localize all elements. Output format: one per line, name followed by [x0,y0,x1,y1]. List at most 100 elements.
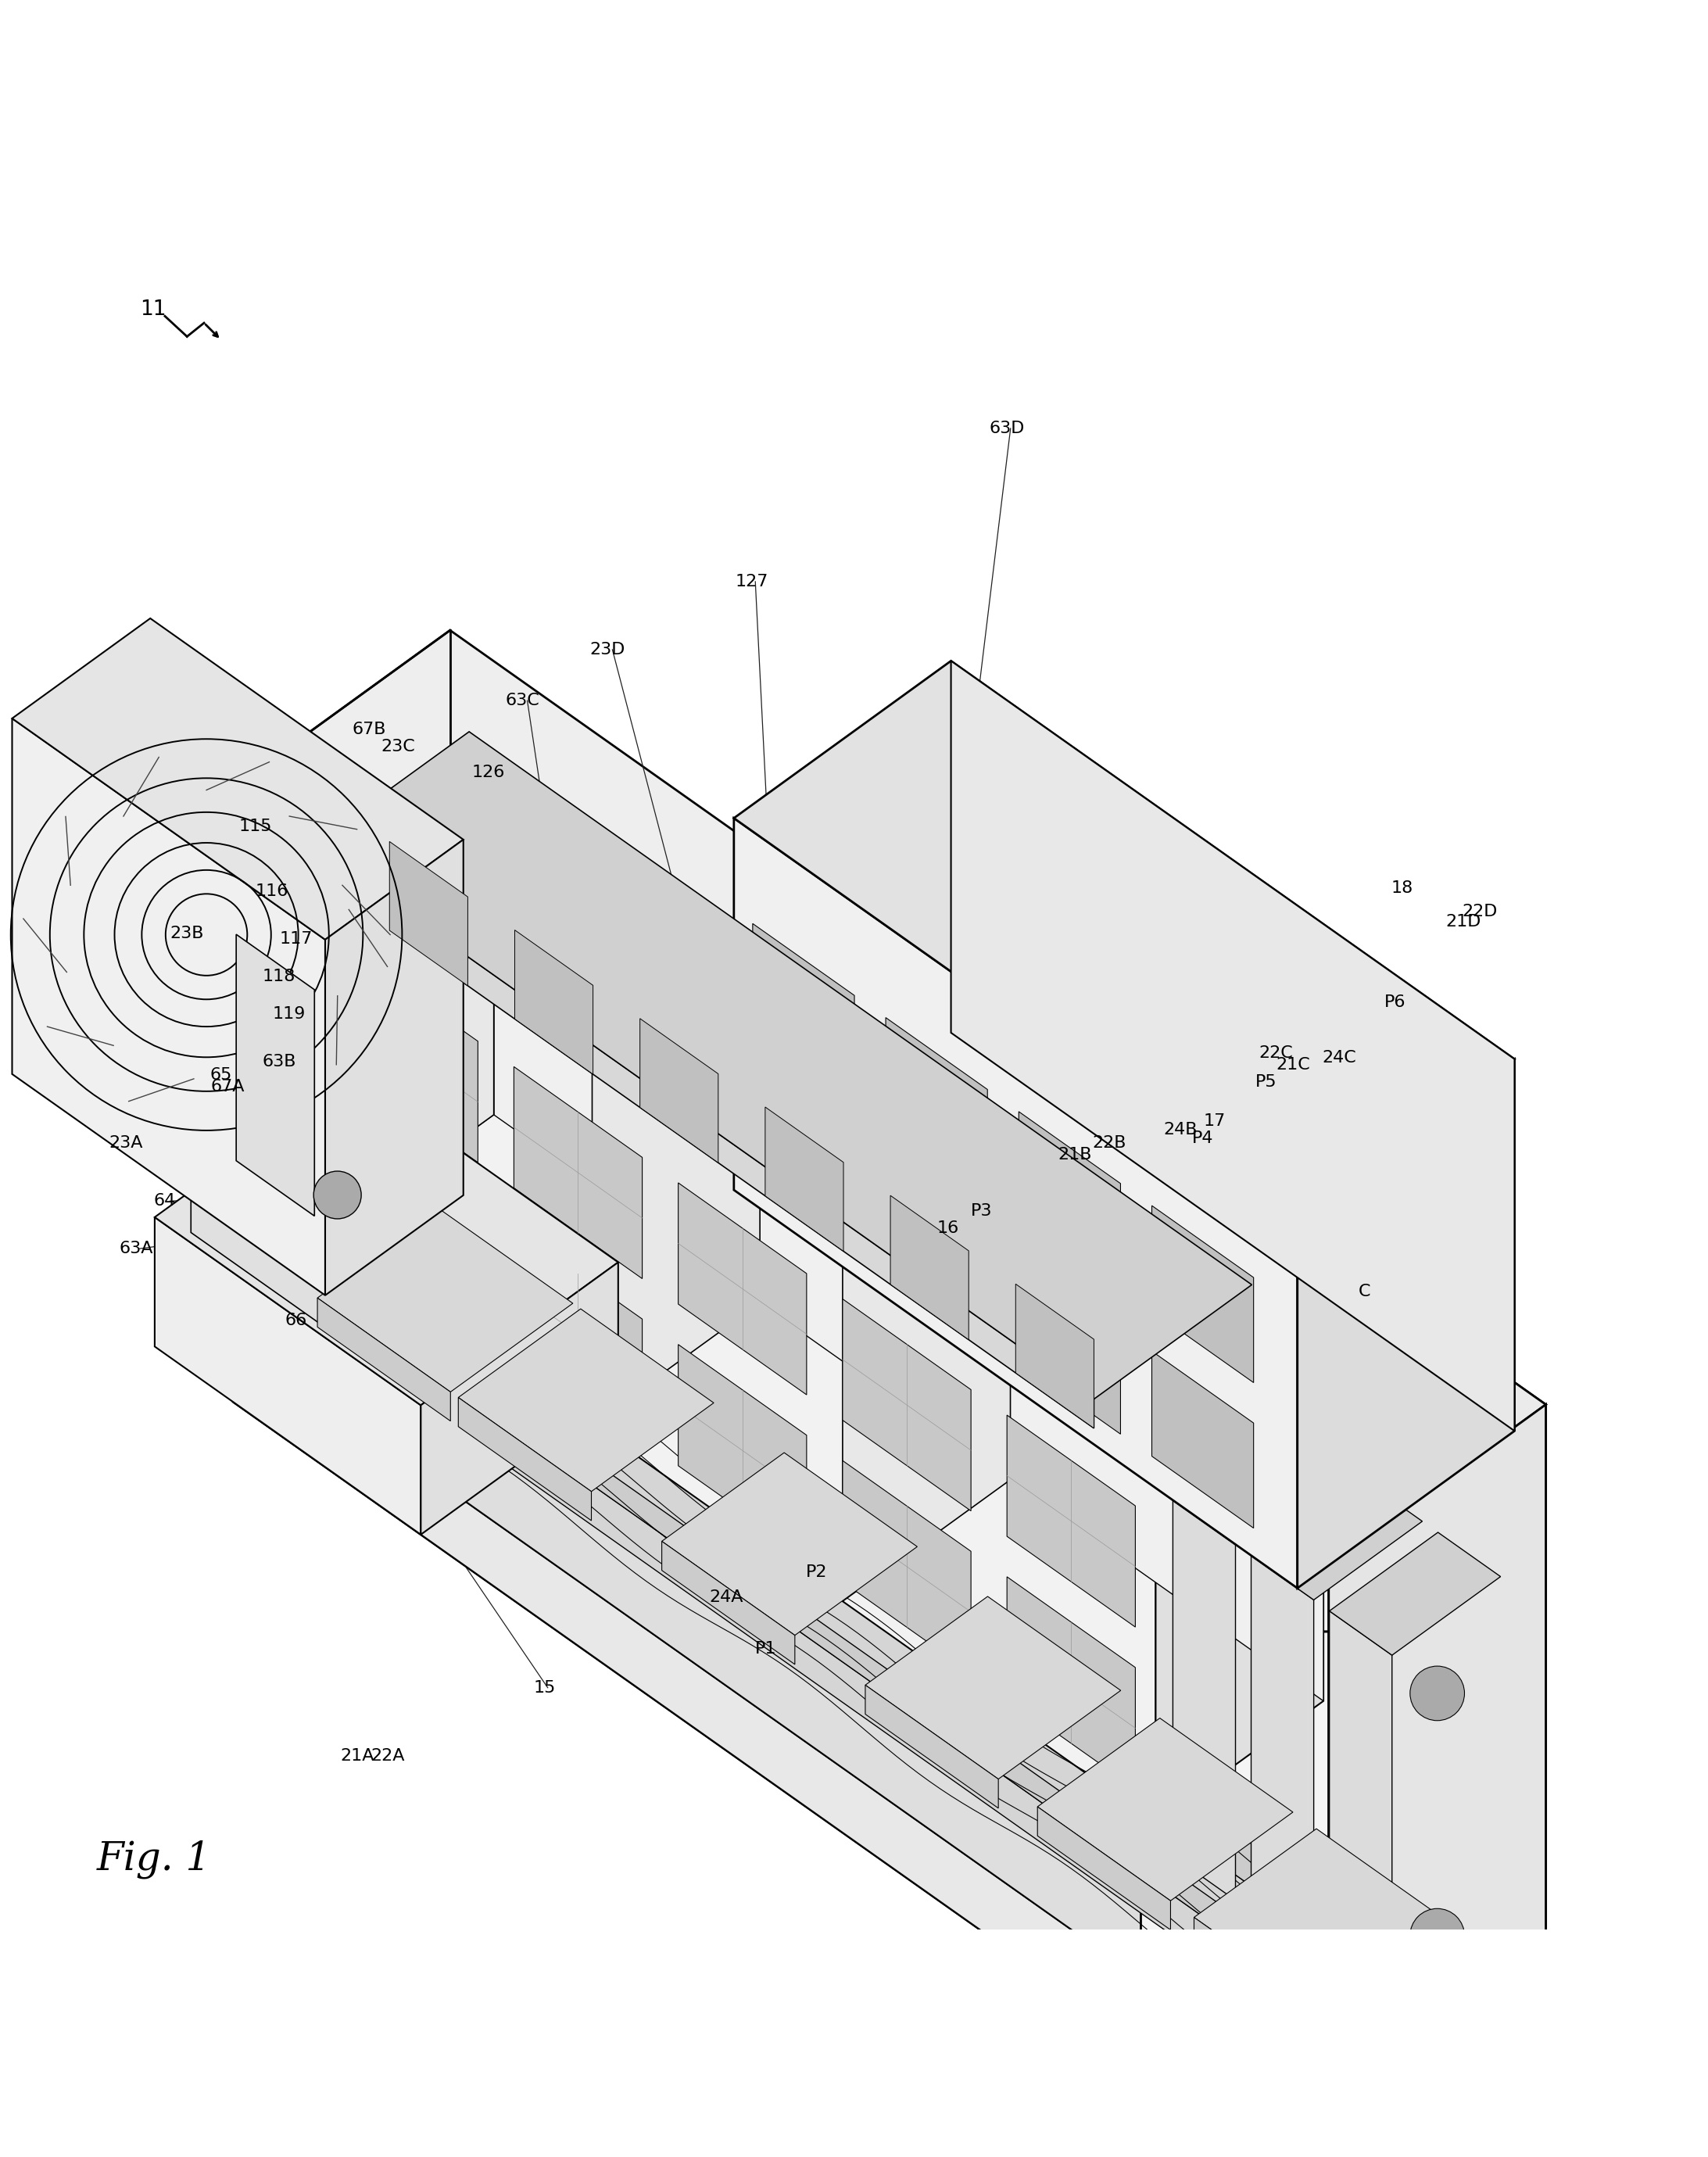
Polygon shape [232,1337,1329,2157]
Polygon shape [326,759,494,1236]
Text: 21D: 21D [1445,915,1481,930]
Text: 21B: 21B [1059,1148,1091,1163]
Text: 22A: 22A [371,1747,405,1764]
Polygon shape [734,818,1298,1588]
Text: 24C: 24C [1322,1050,1356,1066]
Text: +Z: +Z [1083,1624,1103,1639]
Text: 22B: 22B [1091,1135,1126,1152]
Text: 63B: 63B [261,1053,295,1070]
Polygon shape [866,1685,999,1808]
Polygon shape [232,787,1329,2157]
Text: 63C: 63C [506,692,540,707]
Polygon shape [268,1191,1363,2006]
Text: 22D: 22D [1462,904,1498,919]
Polygon shape [1156,1346,1324,1823]
Text: P4: P4 [1192,1130,1214,1145]
Text: 127: 127 [736,574,769,589]
Polygon shape [1252,1478,1423,1600]
Text: 126: 126 [471,764,506,781]
Polygon shape [765,1107,844,1251]
Polygon shape [232,630,1546,1562]
Polygon shape [1329,1531,1501,1654]
Polygon shape [350,951,478,1163]
Polygon shape [1298,1059,1515,1588]
Polygon shape [890,1195,968,1339]
Polygon shape [1173,1421,1344,1544]
Text: P3: P3 [970,1204,992,1219]
Polygon shape [593,947,760,1424]
Polygon shape [1016,1283,1093,1428]
Text: 11: 11 [140,300,166,319]
Text: P6: P6 [1383,994,1406,1009]
Polygon shape [325,839,463,1296]
Text: 118: 118 [263,968,295,984]
Text: +X: +X [1331,1501,1353,1514]
Polygon shape [1008,1577,1136,1788]
Polygon shape [326,759,1324,1467]
Polygon shape [155,1074,618,1404]
Polygon shape [1018,1111,1120,1288]
Polygon shape [1252,1555,1313,1956]
Polygon shape [753,923,854,1100]
Polygon shape [458,1398,591,1521]
Polygon shape [678,1344,806,1557]
Polygon shape [514,1068,642,1279]
Text: 63A: 63A [120,1240,154,1258]
Text: 65: 65 [210,1068,232,1083]
Polygon shape [951,660,1515,1430]
Polygon shape [494,759,1324,1702]
Text: 23D: 23D [589,643,625,658]
Text: -X: -X [1138,1749,1153,1762]
Text: 116: 116 [256,884,289,899]
Text: +Y: +Y [1132,1501,1153,1514]
Polygon shape [389,841,468,986]
Polygon shape [458,1309,714,1490]
Text: -Y: -Y [1331,1749,1344,1762]
Polygon shape [1329,1404,1546,2157]
Circle shape [314,1171,362,1219]
Polygon shape [268,1255,1363,2071]
Polygon shape [12,718,325,1296]
Polygon shape [514,1227,642,1441]
Text: 23B: 23B [171,925,203,943]
Polygon shape [236,934,314,1217]
Text: 23C: 23C [381,740,415,755]
Polygon shape [514,930,593,1074]
Text: C: C [1358,1283,1370,1299]
Polygon shape [1151,1206,1254,1383]
Text: 21A: 21A [340,1747,374,1764]
Polygon shape [1008,1415,1136,1626]
Polygon shape [326,880,1156,1823]
Polygon shape [1194,1829,1450,2010]
Polygon shape [1141,1273,1546,1562]
Polygon shape [268,1169,1392,1965]
Text: 21C: 21C [1276,1057,1310,1072]
Polygon shape [1194,1918,1327,2041]
Text: 15: 15 [533,1680,555,1695]
Polygon shape [1037,1719,1293,1900]
Polygon shape [268,1234,1392,2030]
Circle shape [1411,1909,1464,1963]
Polygon shape [232,1195,1525,2112]
Text: 115: 115 [239,820,272,835]
Polygon shape [1018,1258,1120,1434]
Text: 119: 119 [273,1005,306,1022]
Polygon shape [661,1542,794,1665]
Text: P5: P5 [1255,1074,1276,1089]
Text: 67A: 67A [210,1078,244,1096]
Polygon shape [1329,1969,1525,2157]
Polygon shape [350,1113,478,1324]
Polygon shape [661,1452,917,1635]
Polygon shape [191,1154,364,1355]
Text: 24B: 24B [1163,1122,1197,1137]
Text: 18: 18 [1390,880,1413,895]
Polygon shape [842,1124,1011,1600]
Text: 22C: 22C [1259,1046,1293,1061]
Text: P1: P1 [755,1641,775,1657]
Polygon shape [734,660,1515,1217]
Text: 66: 66 [285,1311,307,1329]
Text: P2: P2 [806,1564,827,1579]
Text: 16: 16 [936,1221,958,1236]
Polygon shape [1329,1611,1392,2010]
Text: 67B: 67B [352,723,386,738]
